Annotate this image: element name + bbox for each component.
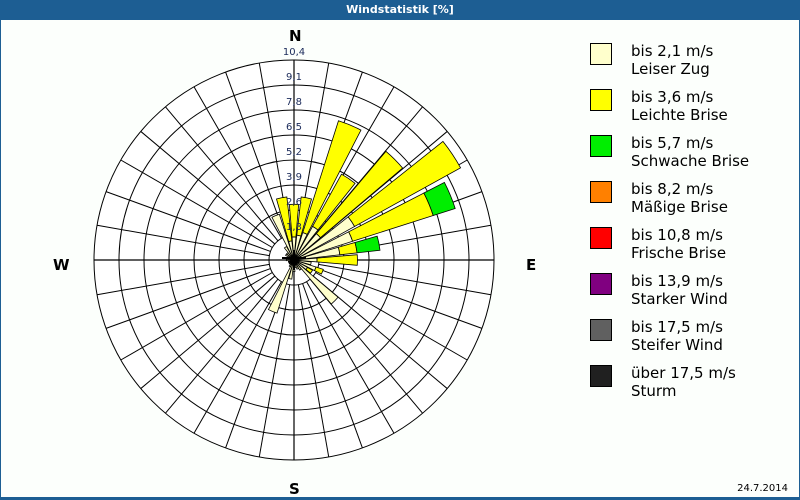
wind-sector <box>347 140 462 228</box>
legend-label: Sturm <box>631 382 677 400</box>
legend-range: über 17,5 m/s <box>631 364 736 382</box>
window-border-bottom <box>0 497 800 500</box>
radial-tick-label: 7,8 <box>286 97 302 108</box>
legend-range: bis 8,2 m/s <box>631 180 714 198</box>
radial-tick-label: 6,5 <box>286 122 302 133</box>
wind-sector <box>296 196 313 237</box>
legend-swatch <box>590 135 612 157</box>
legend-swatch <box>590 43 612 65</box>
legend-label: Mäßige Brise <box>631 198 728 216</box>
wind-rose-chart: 1,3 2,6 3,9 5,2 6,5 7,8 9,1 10,4 <box>93 47 495 461</box>
compass-south-label: S <box>289 480 300 498</box>
wind-sector <box>316 254 358 266</box>
legend-item-starker-wind: bis 13,9 m/s Starker Wind <box>590 272 790 318</box>
compass-west-label: W <box>53 256 70 274</box>
wind-sector <box>275 196 293 243</box>
wind-sector <box>293 259 339 305</box>
legend-swatch <box>590 89 612 111</box>
legend-item-frische-brise: bis 10,8 m/s Frische Brise <box>590 226 790 272</box>
legend-label: Steifer Wind <box>631 336 723 354</box>
compass-east-label: E <box>526 256 537 274</box>
legend-label: Frische Brise <box>631 244 727 262</box>
compass-north-label: N <box>289 27 302 45</box>
radial-tick-label: 2,6 <box>286 197 302 208</box>
wind-sector <box>288 203 300 238</box>
radial-tick-label: 1,3 <box>286 222 302 233</box>
legend-label: Leiser Zug <box>631 60 710 78</box>
radial-tick-label: 9,1 <box>286 72 302 83</box>
legend-swatch <box>590 227 612 249</box>
legend: bis 2,1 m/s Leiser Zug bis 3,6 m/s Leichte… <box>590 42 790 410</box>
window-title: Windstatistik [%] <box>0 0 800 20</box>
legend-range: bis 3,6 m/s <box>631 88 714 106</box>
legend-item-sturm: über 17,5 m/s Sturm <box>590 364 790 410</box>
wind-sector <box>354 235 381 254</box>
legend-range: bis 10,8 m/s <box>631 226 723 244</box>
legend-item-steifer-wind: bis 17,5 m/s Steifer Wind <box>590 318 790 364</box>
date-stamp: 24.7.2014 <box>737 483 788 494</box>
legend-swatch <box>590 365 612 387</box>
legend-range: bis 17,5 m/s <box>631 318 723 336</box>
legend-item-leiser-zug: bis 2,1 m/s Leiser Zug <box>590 42 790 88</box>
legend-range: bis 2,1 m/s <box>631 42 714 60</box>
wind-sector <box>312 173 356 231</box>
legend-range: bis 13,9 m/s <box>631 272 723 290</box>
wind-sector <box>423 181 456 217</box>
radial-tick-label: 3,9 <box>286 172 302 183</box>
legend-item-maessige-brise: bis 8,2 m/s Mäßige Brise <box>590 180 790 226</box>
wind-sector <box>315 150 404 239</box>
legend-label: Starker Wind <box>631 290 728 308</box>
wind-sector <box>302 120 362 235</box>
legend-swatch <box>590 181 612 203</box>
legend-range: bis 5,7 m/s <box>631 134 714 152</box>
wind-sector <box>305 266 314 274</box>
legend-item-schwache-brise: bis 5,7 m/s Schwache Brise <box>590 134 790 180</box>
legend-swatch <box>590 273 612 295</box>
legend-item-leichte-brise: bis 3,6 m/s Leichte Brise <box>590 88 790 134</box>
radial-tick-label: 10,4 <box>283 47 305 58</box>
wind-sector <box>267 259 295 314</box>
wind-sector <box>313 266 324 275</box>
legend-label: Leichte Brise <box>631 106 728 124</box>
wind-sector <box>271 213 295 261</box>
wind-sector <box>283 245 295 261</box>
legend-label: Schwache Brise <box>631 152 750 170</box>
legend-swatch <box>590 319 612 341</box>
radial-tick-label: 5,2 <box>286 147 302 158</box>
